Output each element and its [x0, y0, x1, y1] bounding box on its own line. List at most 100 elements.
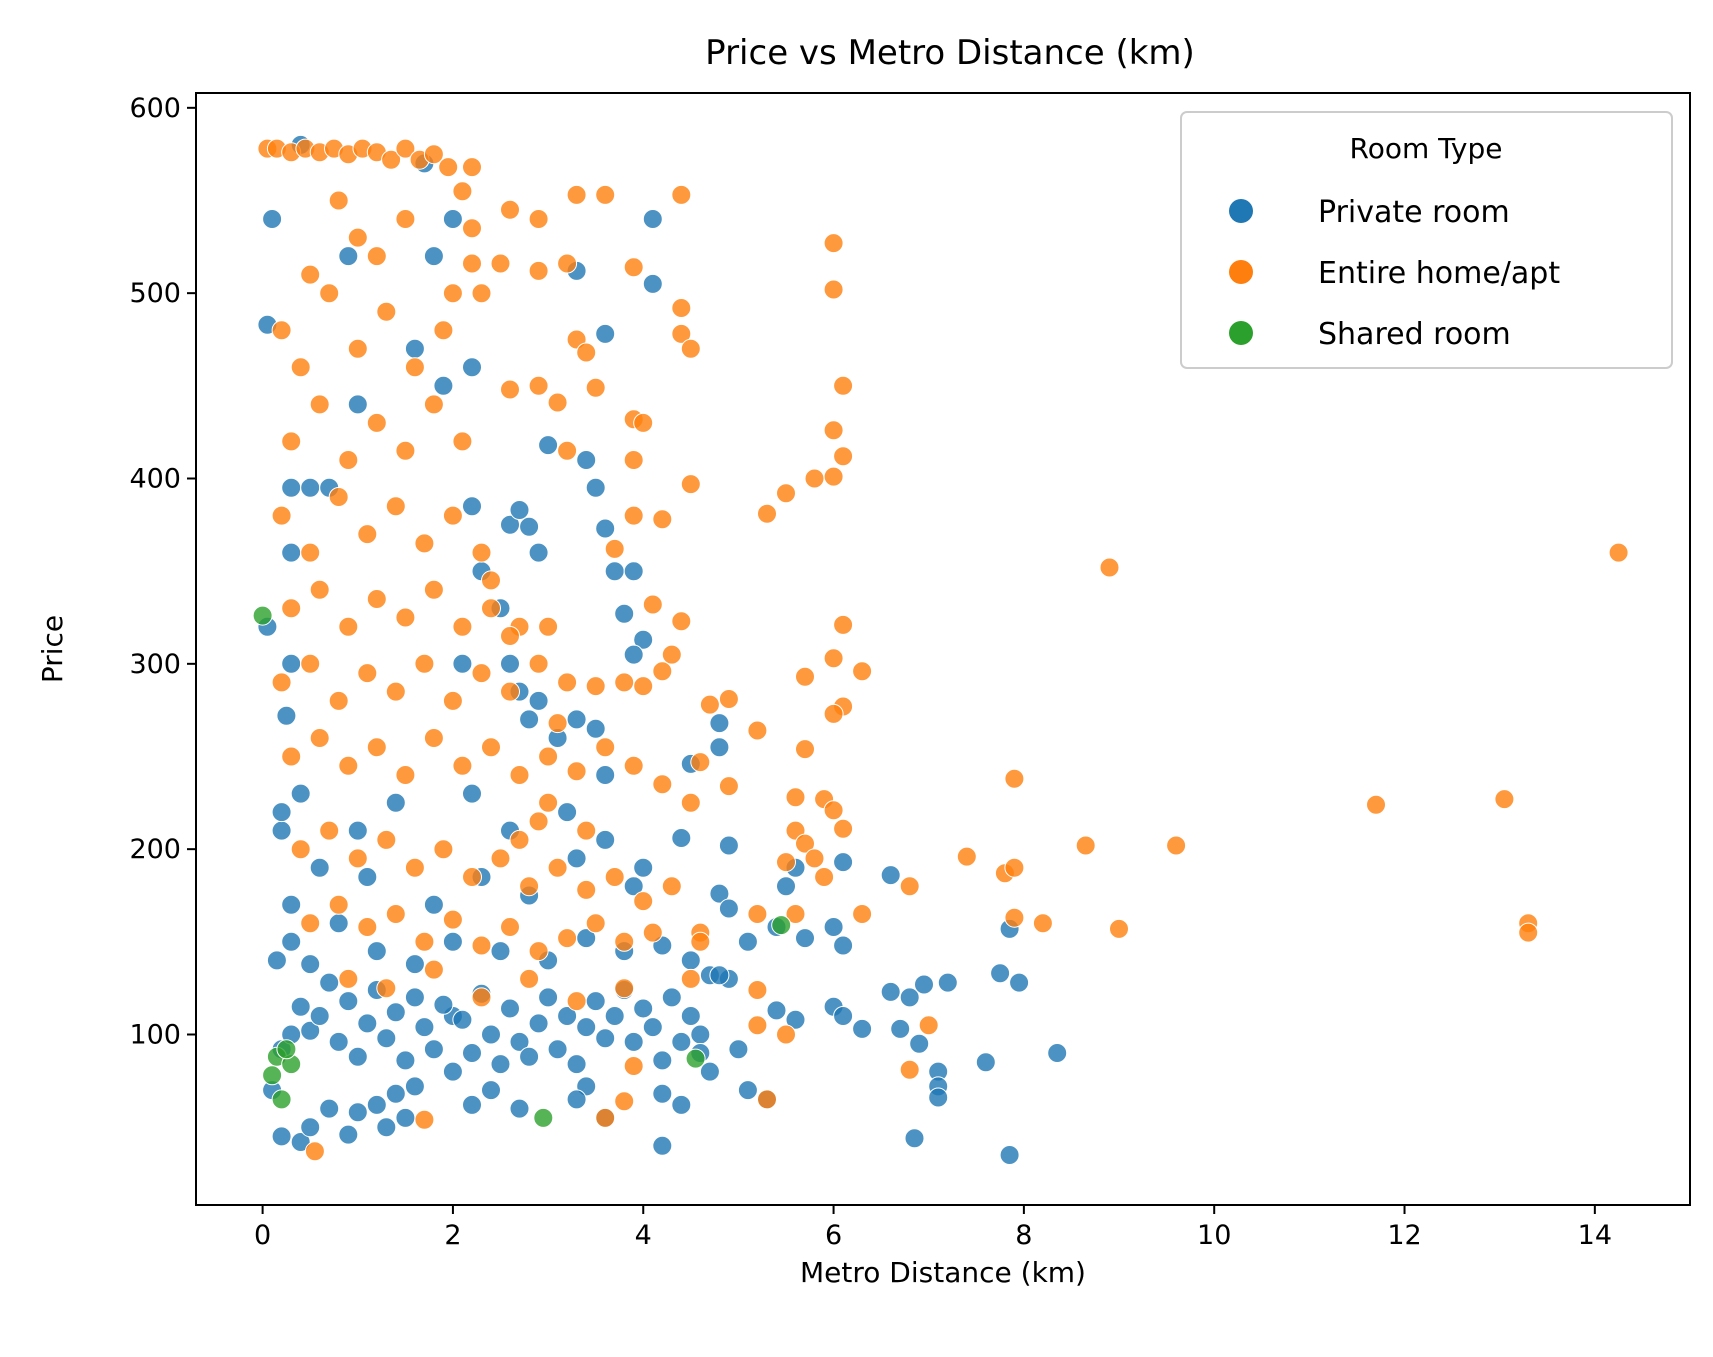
y-tick-label: 100	[129, 1019, 181, 1050]
plot-area-frame	[195, 92, 1691, 1206]
y-tick-label: 200	[129, 834, 181, 865]
data-point	[404, 357, 425, 378]
data-point	[709, 737, 730, 758]
data-point	[266, 950, 287, 971]
data-point	[385, 496, 406, 517]
data-point	[300, 477, 321, 498]
data-point	[366, 589, 387, 609]
data-point	[271, 320, 292, 341]
data-point	[338, 450, 359, 470]
data-point	[481, 598, 501, 619]
data-point	[414, 931, 435, 952]
data-point	[557, 672, 578, 693]
data-point	[1494, 789, 1515, 810]
data-point	[423, 579, 444, 600]
data-point	[281, 542, 302, 563]
data-point	[395, 1050, 416, 1071]
data-point	[347, 1102, 368, 1123]
data-point	[785, 904, 806, 924]
data-point	[276, 705, 297, 726]
data-point	[690, 931, 711, 952]
data-point	[357, 917, 378, 937]
data-point	[904, 1128, 925, 1149]
data-point	[528, 1013, 549, 1034]
data-point	[490, 253, 511, 274]
data-point	[309, 394, 330, 415]
data-point	[442, 1061, 463, 1082]
data-point	[671, 611, 692, 632]
data-point	[852, 904, 873, 924]
data-point	[899, 1059, 920, 1080]
data-point	[347, 1046, 368, 1067]
data-point	[671, 1031, 692, 1052]
data-point	[690, 1024, 711, 1045]
data-point	[414, 1109, 435, 1130]
data-point	[528, 690, 549, 711]
data-point	[795, 833, 815, 854]
data-point	[423, 1039, 444, 1060]
data-point	[595, 765, 616, 785]
data-point	[319, 283, 340, 304]
data-point	[500, 626, 520, 646]
data-point	[757, 1089, 777, 1110]
data-point	[281, 477, 302, 498]
data-point	[652, 1050, 673, 1071]
data-point	[423, 728, 444, 748]
data-point	[290, 996, 311, 1017]
data-point	[347, 338, 368, 359]
data-point	[737, 931, 758, 952]
data-point	[309, 728, 330, 748]
data-point	[852, 1018, 873, 1039]
x-axis: 0 2 4 6 8 10 12 14	[254, 1205, 1612, 1251]
data-point	[623, 1056, 644, 1076]
data-point	[671, 298, 692, 318]
data-point	[747, 1015, 768, 1036]
data-point	[262, 209, 283, 229]
data-point	[595, 518, 616, 539]
data-point	[519, 709, 540, 730]
data-point	[1518, 922, 1539, 943]
data-point	[595, 1028, 616, 1049]
data-point	[814, 867, 835, 887]
data-point	[471, 987, 492, 1008]
data-point	[509, 765, 530, 785]
data-point	[385, 792, 406, 813]
data-point	[490, 1054, 511, 1075]
data-point	[395, 209, 416, 229]
data-point	[528, 375, 549, 396]
x-tick-label: 12	[1387, 1220, 1421, 1251]
x-tick-label: 6	[825, 1220, 842, 1251]
data-point	[642, 594, 663, 615]
data-point	[823, 800, 844, 821]
data-point	[566, 184, 587, 205]
data-point	[652, 1135, 673, 1156]
data-point	[381, 149, 402, 170]
data-point	[395, 138, 416, 159]
data-point	[747, 980, 768, 1000]
data-point	[433, 320, 454, 341]
data-point	[576, 820, 597, 841]
data-point	[442, 505, 463, 526]
data-point	[366, 412, 387, 433]
data-point	[404, 338, 425, 359]
data-point	[833, 818, 854, 839]
data-point	[623, 644, 644, 665]
data-point	[795, 739, 815, 760]
x-tick-label: 0	[254, 1220, 271, 1251]
data-point	[462, 357, 482, 378]
data-point	[395, 765, 416, 785]
data-point	[661, 987, 682, 1008]
data-point	[300, 542, 321, 563]
data-point	[547, 713, 568, 734]
data-point	[376, 829, 397, 850]
data-point	[623, 561, 644, 582]
data-point	[290, 783, 311, 804]
data-point	[509, 1031, 530, 1052]
data-point	[595, 184, 616, 205]
data-point	[690, 752, 711, 773]
data-point	[519, 876, 540, 897]
data-point	[680, 792, 701, 813]
data-point	[823, 917, 844, 937]
data-point	[880, 981, 901, 1002]
data-point	[595, 737, 616, 758]
